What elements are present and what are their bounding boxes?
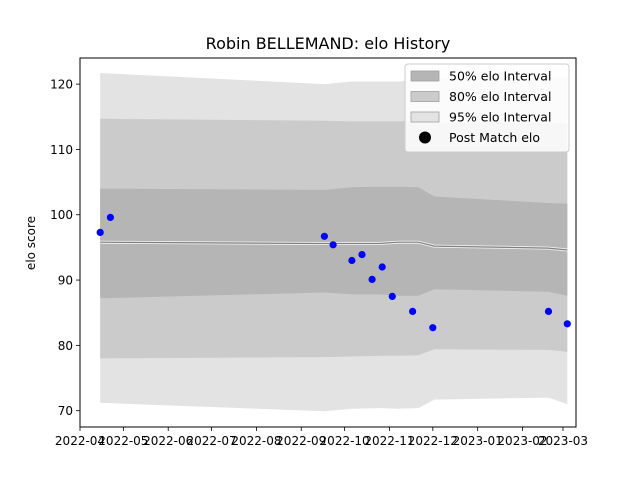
post-match-elo-point xyxy=(409,307,417,315)
post-match-elo-point xyxy=(563,320,571,328)
legend-swatch xyxy=(410,70,440,82)
legend: 50% elo Interval 80% elo Interval 95% elo … xyxy=(404,63,570,153)
legend-box xyxy=(404,63,570,153)
post-match-elo-point xyxy=(106,213,114,221)
plot-frame xyxy=(79,57,577,428)
x-tick-label: 2022-12 xyxy=(408,434,458,448)
x-tick-label: 2023-01 xyxy=(453,434,503,448)
legend-swatch xyxy=(410,91,440,102)
x-tick-label: 2022-04 xyxy=(55,434,105,448)
legend-label: 95% elo Interval xyxy=(449,110,551,125)
y-tick-label: 80 xyxy=(58,339,73,353)
legend-label: 50% elo Interval xyxy=(449,69,551,84)
x-tick-label: 2023-02 xyxy=(497,434,547,448)
x-tick-label: 2022-05 xyxy=(98,434,148,448)
x-tick-label: 2022-06 xyxy=(143,434,193,448)
post-match-elo-point xyxy=(429,324,437,332)
y-axis-label: elo score xyxy=(24,216,38,270)
legend-label: Post Match elo xyxy=(449,130,540,145)
post-match-elo-point xyxy=(358,251,366,259)
post-match-elo-point xyxy=(96,228,104,236)
legend-swatch xyxy=(410,111,440,123)
post-match-elo-point xyxy=(329,241,337,249)
legend-marker xyxy=(419,131,431,144)
x-tick-label: 2023-03 xyxy=(538,434,588,448)
post-match-elo-point xyxy=(320,232,328,240)
x-tick-label: 2022-10 xyxy=(320,434,370,448)
plot-area: 2022-042022-052022-062022-072022-082022-… xyxy=(50,57,588,448)
y-tick-label: 70 xyxy=(58,404,73,418)
post-match-elo-point xyxy=(348,256,356,265)
y-tick-label: 110 xyxy=(50,143,73,157)
post-match-elo-point xyxy=(368,275,376,283)
x-tick-label: 2022-11 xyxy=(364,434,414,448)
post-match-elo-point xyxy=(388,292,396,300)
x-tick-label: 2022-09 xyxy=(276,434,326,448)
x-tick-label: 2022-08 xyxy=(231,434,281,448)
y-tick-label: 90 xyxy=(58,274,73,288)
y-tick-label: 100 xyxy=(50,208,73,222)
chart-title: Robin BELLEMAND: elo History xyxy=(206,34,451,53)
legend-label: 80% elo Interval xyxy=(449,89,551,104)
post-match-elo-point xyxy=(378,263,386,271)
y-tick-label: 120 xyxy=(50,78,73,92)
post-match-elo-point xyxy=(544,307,553,315)
x-tick-label: 2022-07 xyxy=(187,434,237,448)
